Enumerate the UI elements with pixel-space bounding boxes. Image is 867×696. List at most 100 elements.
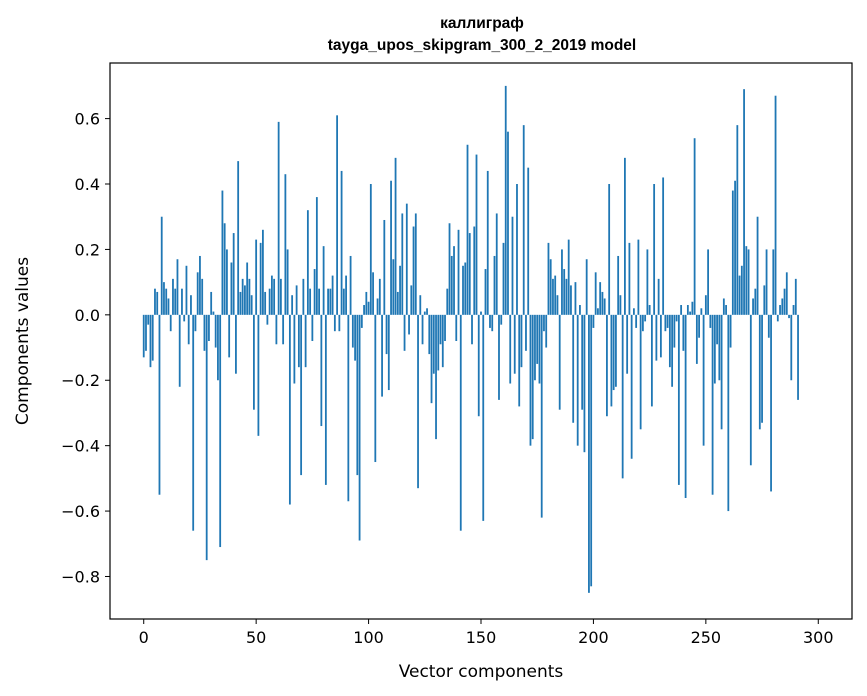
bar: [556, 295, 559, 315]
bar: [576, 314, 579, 446]
bar: [230, 262, 233, 315]
bar: [603, 298, 606, 315]
bar: [738, 275, 741, 315]
bar: [358, 314, 361, 541]
bar: [439, 314, 442, 345]
bar: [711, 314, 714, 495]
bar: [196, 272, 199, 315]
bar: [226, 249, 228, 315]
bar: [743, 89, 745, 315]
bar: [183, 314, 186, 322]
bar: [376, 298, 379, 315]
bar: [250, 295, 253, 315]
bar: [549, 259, 552, 315]
bar: [702, 314, 705, 446]
bar: [219, 314, 222, 548]
bar: [788, 314, 790, 319]
bar: [349, 255, 352, 315]
bar: [291, 295, 294, 315]
bar: [405, 203, 408, 315]
bar: [205, 314, 208, 561]
y-axis: 0.6 0.4 0.2 0.0 −0.2 −0.4 −0.6 −0.8: [61, 110, 110, 586]
bar: [628, 242, 631, 315]
bar: [772, 249, 775, 315]
bar: [752, 298, 754, 315]
bar: [725, 305, 727, 315]
bar: [545, 314, 548, 348]
bar: [351, 314, 354, 348]
bar: [641, 314, 644, 332]
x-axis: 0 50 100 150 200 250 300: [139, 619, 834, 647]
y-axis-label: Components values: [13, 257, 33, 425]
bar: [437, 314, 440, 371]
bar: [318, 288, 321, 315]
bar-series: [142, 85, 799, 593]
y-tick-label: −0.2: [61, 371, 100, 390]
bar: [624, 157, 626, 315]
bar: [522, 125, 525, 315]
bar: [426, 308, 428, 315]
bar: [232, 233, 235, 315]
bar: [327, 288, 329, 315]
bar: [588, 314, 590, 593]
bar: [500, 314, 503, 325]
bar: [716, 314, 718, 345]
bar: [664, 314, 667, 332]
bar: [239, 291, 242, 315]
bar: [169, 314, 172, 332]
bar: [749, 314, 752, 466]
bar: [581, 314, 584, 410]
bar: [520, 314, 523, 368]
bar: [473, 226, 476, 315]
bar: [203, 314, 206, 351]
bar: [387, 314, 390, 391]
bar: [304, 314, 307, 368]
bar: [761, 314, 763, 423]
bar: [565, 278, 568, 315]
bar: [311, 314, 314, 341]
bar: [201, 278, 204, 315]
bar: [574, 282, 577, 315]
bar: [167, 298, 170, 315]
bar: [747, 249, 750, 315]
bar: [498, 314, 500, 400]
bar: [626, 314, 629, 374]
bar: [662, 177, 665, 315]
bar: [444, 314, 446, 341]
bar: [558, 314, 561, 410]
bar: [367, 301, 370, 315]
y-tick-label: 0.4: [75, 175, 100, 194]
bar: [410, 285, 413, 315]
bar: [630, 314, 633, 459]
x-tick-label: 0: [139, 628, 149, 647]
bar: [336, 115, 338, 315]
bar: [677, 314, 680, 485]
bar: [650, 314, 653, 407]
bar: [223, 223, 226, 315]
bar: [722, 298, 725, 315]
bar: [767, 314, 770, 338]
bar: [246, 262, 249, 315]
bar: [428, 314, 431, 355]
bar: [785, 272, 788, 315]
bar: [194, 314, 197, 332]
bar: [480, 311, 482, 315]
bar: [237, 161, 240, 315]
bar: [446, 288, 449, 315]
bar: [507, 131, 509, 315]
bar: [347, 314, 350, 502]
bar: [178, 314, 181, 387]
bar: [729, 314, 732, 348]
bar: [149, 314, 152, 368]
bar: [435, 314, 437, 440]
bar: [295, 285, 298, 315]
bar: [655, 314, 658, 361]
bar: [540, 314, 543, 518]
bar: [468, 233, 471, 315]
bar: [765, 249, 768, 315]
bar: [333, 314, 336, 332]
bar: [659, 314, 662, 358]
bar: [235, 314, 237, 374]
bar: [466, 144, 469, 315]
